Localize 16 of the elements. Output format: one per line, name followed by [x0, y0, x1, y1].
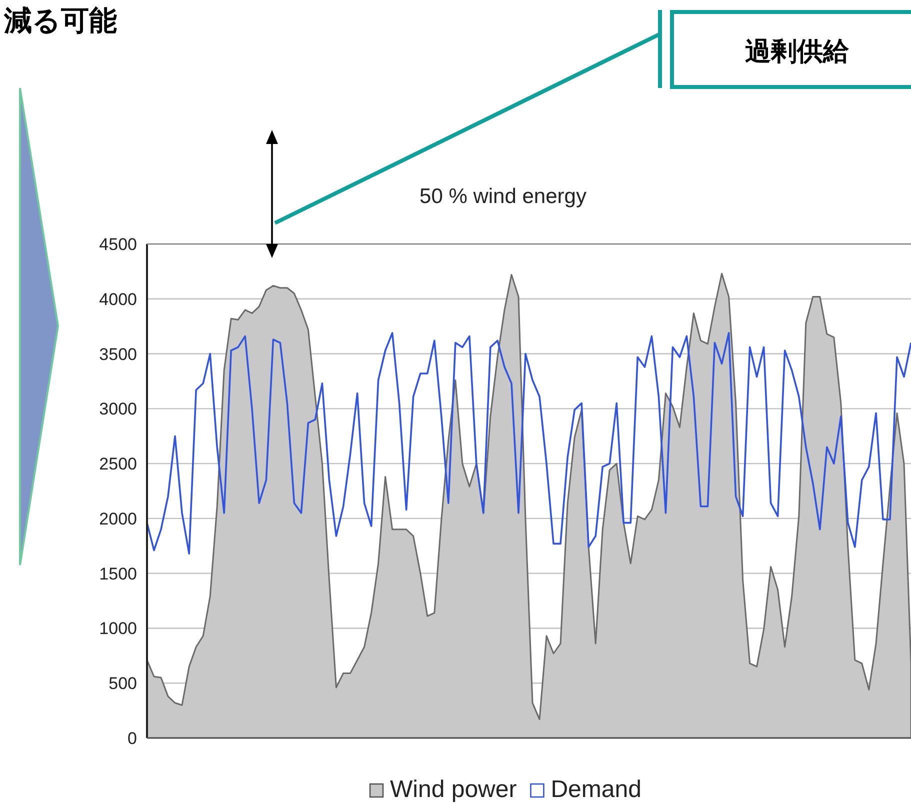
series-label: Wind power: [390, 776, 517, 803]
y-tick-label: 1500: [99, 564, 137, 584]
y-tick-label: 500: [108, 674, 137, 694]
text: 50 % wind energy: [420, 185, 587, 208]
text: 過剰供給: [745, 36, 850, 66]
y-tick-label: 3500: [99, 344, 137, 364]
legend-label: Demand: [550, 776, 642, 803]
text: 減る可能: [3, 5, 117, 36]
y-tick-label: 2500: [99, 454, 137, 474]
y-tick-label: 2000: [99, 509, 137, 528]
y-tick-label: 3000: [99, 400, 137, 419]
y-tick-label: 4500: [99, 235, 137, 254]
y-tick-label: 4000: [99, 290, 137, 309]
y-tick-label: 0: [128, 729, 137, 748]
y-tick-label: 1000: [99, 619, 137, 638]
line-series: [147, 332, 911, 554]
